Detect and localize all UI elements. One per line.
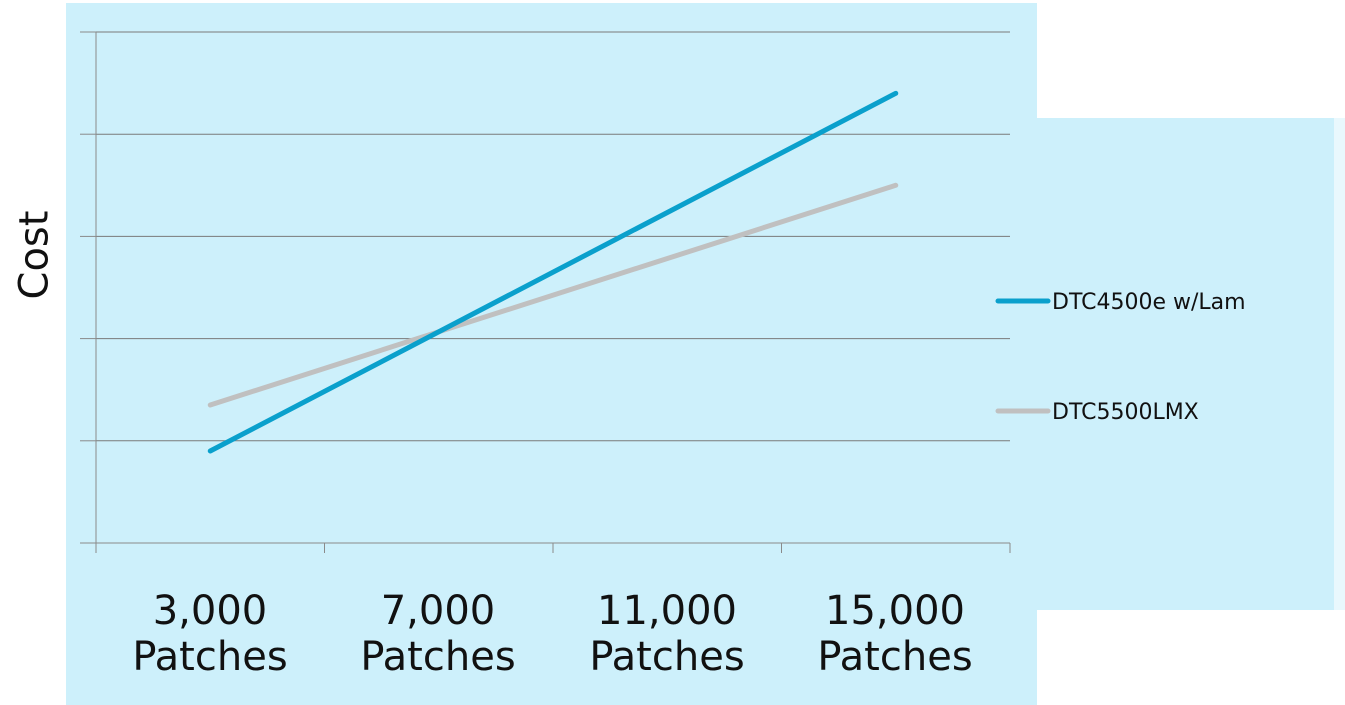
plot-background [66, 3, 1037, 705]
y-axis-title: Cost [11, 210, 57, 300]
legend-label-dtc4500e: DTC4500e w/Lam [1052, 290, 1246, 315]
x-tick-label-value: 7,000 [380, 588, 496, 634]
x-tick-label: 11,000 Patches [553, 588, 781, 680]
x-tick-label: 7,000 Patches [324, 588, 552, 680]
x-tick-label-value: 3,000 [152, 588, 268, 634]
x-tick-label: 3,000 Patches [96, 588, 324, 680]
series-line-dtc5500lmx [207, 182, 899, 408]
legend-label-dtc5500lmx: DTC5500LMX [1052, 400, 1199, 425]
x-tick-label-unit: Patches [360, 634, 516, 680]
x-tick-label-unit: Patches [589, 634, 745, 680]
y-axis-title-box: Cost [4, 200, 64, 310]
x-tick-label: 15,000 Patches [781, 588, 1009, 680]
x-tick-label-unit: Patches [132, 634, 288, 680]
legend-edge [1334, 118, 1345, 610]
x-tick-label-value: 15,000 [825, 588, 965, 634]
series-line-dtc4500e [207, 90, 899, 454]
x-tick-label-value: 11,000 [597, 588, 737, 634]
legend-background [1037, 118, 1334, 610]
x-tick-label-unit: Patches [817, 634, 973, 680]
